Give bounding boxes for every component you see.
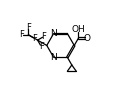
Text: F: F <box>39 41 44 50</box>
Text: F: F <box>32 34 37 43</box>
Text: F: F <box>26 23 31 32</box>
Text: OH: OH <box>72 25 85 34</box>
Text: N: N <box>50 53 57 62</box>
Text: O: O <box>83 34 90 43</box>
Text: F: F <box>19 30 24 39</box>
Text: F: F <box>41 32 46 41</box>
Text: N: N <box>50 29 57 38</box>
